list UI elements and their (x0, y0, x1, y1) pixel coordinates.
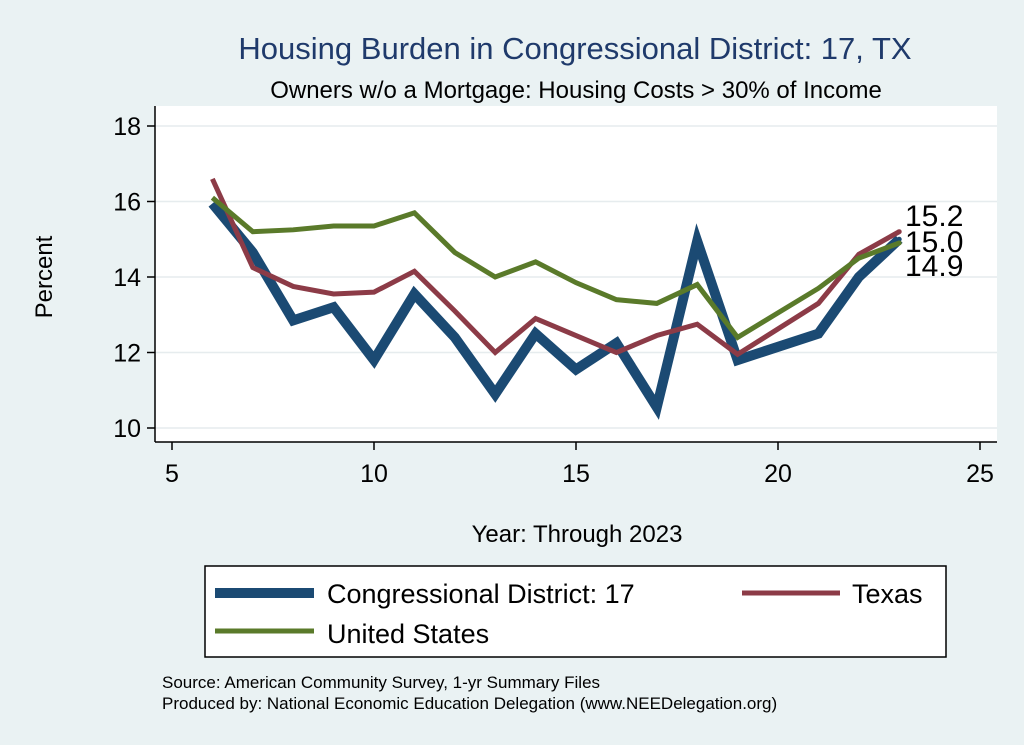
y-axis-label: Percent (31, 235, 58, 318)
legend-label-texas: Texas (852, 579, 923, 609)
y-tick-label: 14 (113, 264, 141, 292)
gridlines (155, 125, 997, 429)
y-tick-label: 18 (113, 113, 141, 141)
producer-note: Produced by: National Economic Education… (162, 694, 777, 713)
y-axis-ticks: 10 12 14 16 18 (113, 113, 155, 443)
y-tick-label: 12 (113, 340, 141, 368)
x-axis-ticks: 5 10 15 20 25 (165, 442, 994, 488)
series-lines (208, 177, 903, 420)
series-line-texas (210, 177, 901, 358)
x-axis-label: Year: Through 2023 (472, 521, 683, 548)
plot-area (155, 106, 997, 442)
end-point (896, 240, 902, 246)
legend-label-us: United States (327, 619, 489, 649)
legend: Congressional District: 17 Texas United … (204, 565, 947, 658)
series-line-us (210, 195, 901, 341)
end-value-label: 15.0 (905, 226, 963, 259)
y-tick-label: 16 (113, 189, 141, 217)
end-value-label: 14.9 (905, 250, 963, 283)
end-point (896, 229, 902, 235)
x-tick-label: 25 (966, 460, 994, 488)
chart-subtitle: Owners w/o a Mortgage: Housing Costs > 3… (270, 77, 882, 104)
end-value-label: 15.2 (905, 200, 963, 233)
y-tick-label: 10 (113, 415, 141, 443)
source-note: Source: American Community Survey, 1-yr … (162, 673, 600, 692)
x-tick-label: 20 (764, 460, 792, 488)
end-point (896, 236, 902, 242)
x-tick-label: 15 (562, 460, 590, 488)
legend-box (204, 565, 947, 658)
x-tick-label: 5 (165, 460, 179, 488)
chart-title: Housing Burden in Congressional District… (238, 31, 911, 66)
x-tick-label: 10 (360, 460, 388, 488)
end-labels: 15.215.014.9 (905, 200, 963, 283)
series-line-district (208, 200, 903, 420)
legend-label-district: Congressional District: 17 (327, 579, 635, 609)
